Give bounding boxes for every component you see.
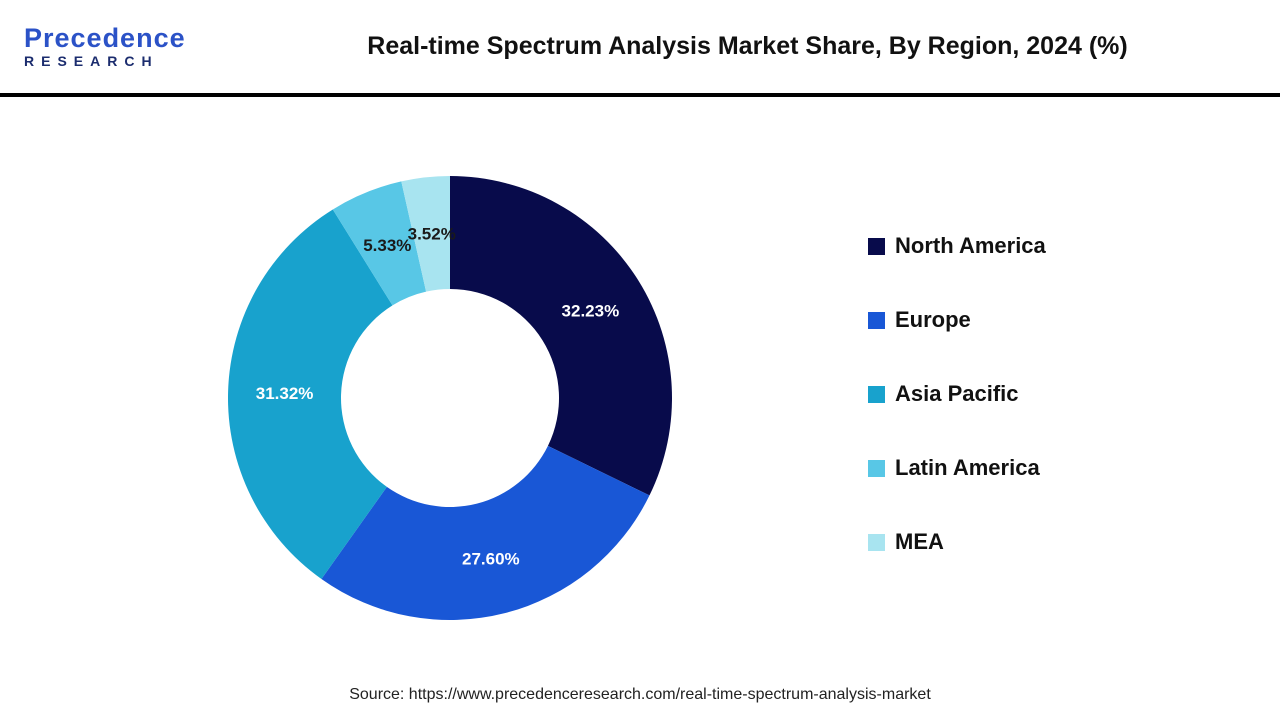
source-text: Source: https://www.precedenceresearch.c… — [349, 686, 931, 703]
legend-item-asia-pacific: Asia Pacific — [868, 381, 1046, 407]
legend-label: MEA — [895, 529, 944, 554]
slice-value-label: 27.60% — [462, 549, 520, 568]
donut-slice-mea — [401, 176, 450, 292]
logo-line2: RESEARCH — [24, 53, 159, 70]
legend-swatch — [868, 459, 885, 477]
legend-swatch — [868, 533, 885, 551]
donut-slice-asia-pacific — [228, 209, 393, 579]
legend-label: Asia Pacific — [895, 381, 1019, 406]
donut-slice-latin-america — [332, 181, 427, 306]
precedence-research-logo: Precedence RESEARCH — [0, 24, 215, 69]
header: Precedence RESEARCH Real-time Spectrum A… — [0, 0, 1280, 97]
chart-area: 32.23% 27.60% 31.32% 5.33% 3.52% North Ameri… — [0, 101, 1280, 661]
legend-swatch — [868, 385, 885, 403]
legend-label: Latin America — [895, 455, 1040, 480]
legend-swatch — [868, 237, 885, 255]
legend-item-europe: Europe — [868, 307, 1046, 333]
legend-item-north-america: North America — [868, 233, 1046, 259]
donut-slice-north-america — [450, 176, 672, 496]
legend-swatch — [868, 311, 885, 329]
slice-value-label: 31.32% — [256, 384, 314, 403]
logo-line1: Precedence — [24, 22, 186, 53]
slice-value-label: 5.33% — [363, 236, 411, 255]
legend-item-latin-america: Latin America — [868, 455, 1046, 481]
legend-label: North America — [895, 233, 1046, 258]
legend-label: Europe — [895, 307, 971, 332]
slice-value-label: 3.52% — [408, 225, 456, 244]
legend-item-mea: MEA — [868, 529, 1046, 555]
slice-value-label: 32.23% — [562, 301, 620, 320]
legend: North America Europe Asia Pacific Latin Ame… — [868, 233, 1046, 555]
donut-chart: 32.23% 27.60% 31.32% 5.33%3.52% — [228, 176, 672, 620]
donut-slice-europe — [321, 445, 650, 620]
page-title: Real-time Spectrum Analysis Market Share… — [367, 32, 1128, 60]
footer: Source: https://www.precedenceresearch.c… — [0, 686, 1280, 704]
